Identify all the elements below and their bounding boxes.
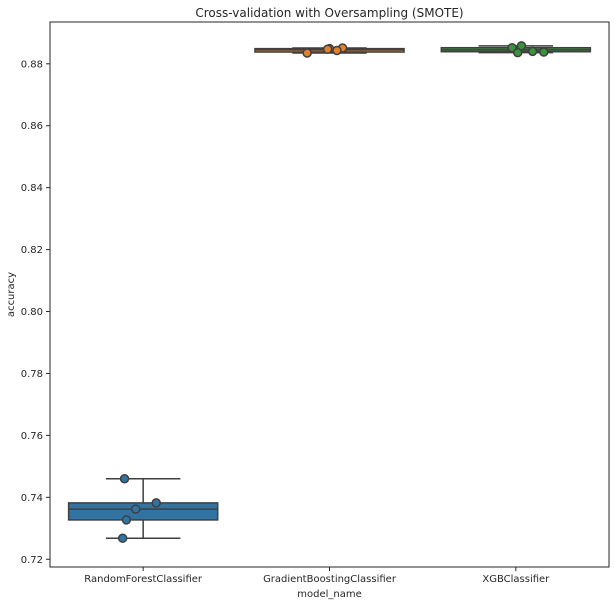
y-tick-label: 0.76 <box>21 431 43 442</box>
data-point <box>121 515 132 525</box>
y-tick-label: 0.78 <box>21 369 43 380</box>
x-tick-label: RandomForestClassifier <box>84 574 203 585</box>
y-tick-label: 0.82 <box>21 245 43 256</box>
box-group <box>254 43 405 58</box>
data-point <box>527 46 538 57</box>
y-tick-label: 0.88 <box>21 59 43 70</box>
data-point <box>512 47 523 58</box>
x-axis: RandomForestClassifier GradientBoostingCl… <box>84 567 550 585</box>
x-tick-label: XGBClassifier <box>482 574 550 585</box>
y-tick-label: 0.84 <box>21 183 43 194</box>
data-point <box>302 48 312 58</box>
data-point <box>322 44 333 54</box>
y-tick-label: 0.80 <box>21 307 43 318</box>
data-point <box>539 47 549 57</box>
plot-frame <box>49 21 610 568</box>
data-point <box>151 498 161 508</box>
data-point <box>117 533 128 543</box>
y-tick-label: 0.74 <box>21 493 43 504</box>
x-tick-label: GradientBoostingClassifier <box>263 574 397 585</box>
box-group <box>440 41 592 58</box>
data-point <box>130 504 141 514</box>
data-point <box>332 45 342 56</box>
chart-title: Cross-validation with Oversampling (SMOT… <box>195 6 463 20</box>
series-layer <box>67 41 592 543</box>
y-tick-label: 0.72 <box>21 555 43 566</box>
data-point <box>119 473 130 484</box>
iqr-box <box>67 502 219 521</box>
y-axis-label: accuracy <box>6 272 17 317</box>
x-axis-label: model_name <box>297 589 362 600</box>
y-tick-label: 0.86 <box>21 121 43 132</box>
box-group <box>67 473 219 543</box>
plot-area-background <box>50 22 609 567</box>
y-axis: 0.72 0.74 0.76 0.78 0.80 0.82 0.84 0.86 0.88 <box>21 59 50 566</box>
